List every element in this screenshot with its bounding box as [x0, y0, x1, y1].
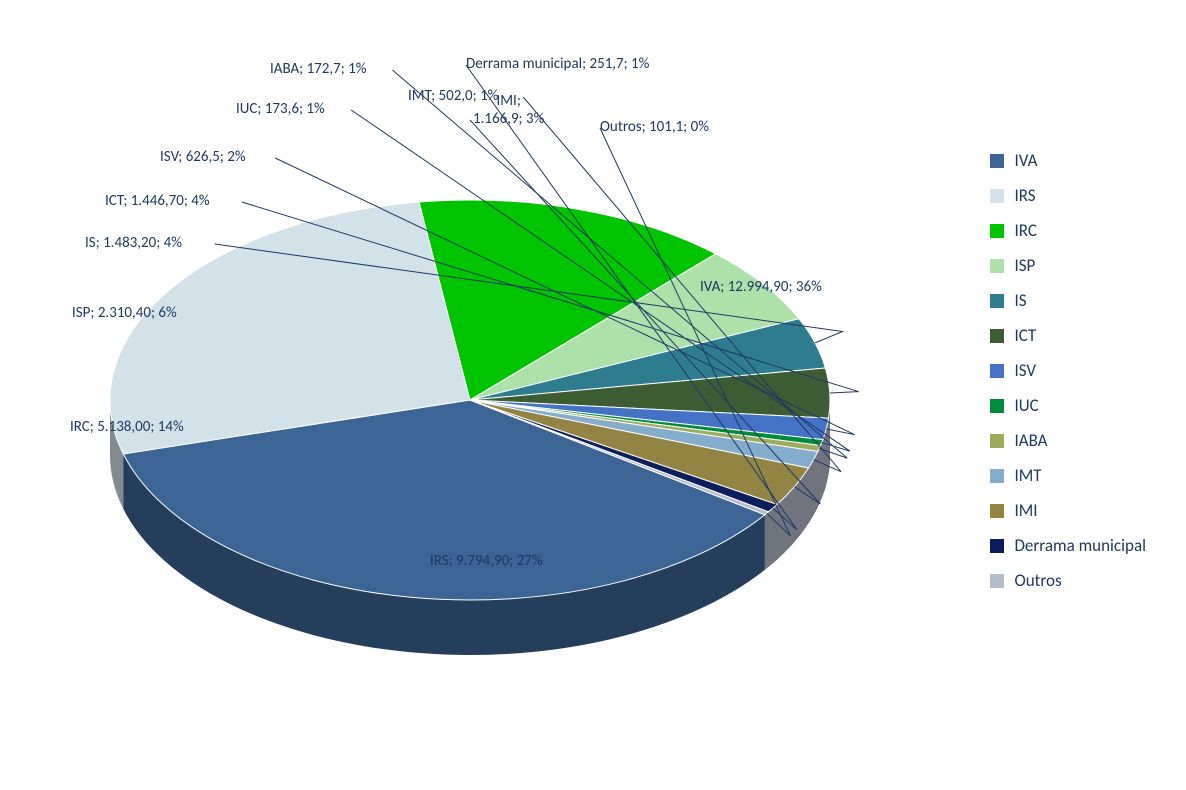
slice-label-name: IUC — [236, 100, 257, 118]
slice-label-pct: 1 — [306, 100, 314, 118]
slice-label-name: IVA — [700, 278, 720, 296]
slice-label-value: 5.138,00 — [97, 418, 150, 436]
slice-label-iva: IVA; 12.994,90; 36% — [700, 278, 822, 296]
legend-swatch — [990, 189, 1004, 203]
slice-label-name: ISV — [160, 148, 178, 166]
legend-swatch — [990, 434, 1004, 448]
slice-label-name: IS — [85, 234, 96, 252]
slice-label-value: 9.794,90 — [456, 552, 509, 570]
legend-label: IUC — [1014, 395, 1038, 416]
slice-label-line1: IMI — [496, 92, 516, 110]
legend-label: Derrama municipal — [1014, 535, 1146, 556]
slice-label-name: Derrama municipal — [466, 55, 582, 73]
slice-label-pct: 6 — [158, 304, 166, 322]
slice-label-value: 101,1 — [649, 118, 683, 136]
slice-label-value: 2.310,40 — [98, 304, 151, 322]
legend-item-iaba: IABA — [990, 430, 1146, 451]
legend: IVA IRS IRC ISP IS ICT ISV IUC IABA IMT IMI Derrama… — [990, 150, 1146, 605]
slice-label-name: Outros — [600, 118, 642, 136]
slice-label-pct: 4 — [191, 192, 199, 210]
legend-item-is: IS — [990, 290, 1146, 311]
legend-swatch — [990, 294, 1004, 308]
slice-label-value: 1.446,70 — [131, 192, 184, 210]
legend-swatch — [990, 504, 1004, 518]
legend-item-imt: IMT — [990, 465, 1146, 486]
legend-label: ISP — [1014, 255, 1035, 276]
legend-swatch — [990, 154, 1004, 168]
slice-label-value: 173,6 — [265, 100, 299, 118]
legend-swatch — [990, 364, 1004, 378]
slice-label-pct: 2 — [227, 148, 235, 166]
legend-swatch — [990, 539, 1004, 553]
slice-label-pct: 1 — [348, 60, 356, 78]
legend-label: ISV — [1014, 360, 1036, 381]
slice-label-value: 12.994,90 — [728, 278, 789, 296]
legend-swatch — [990, 574, 1004, 588]
slice-label-isp: ISP; 2.310,40; 6% — [72, 304, 177, 322]
slice-label-value: 172,7 — [307, 60, 341, 78]
slice-label-name: IABA — [270, 60, 299, 78]
slice-label-irc: IRC; 5.138,00; 14% — [70, 418, 184, 436]
legend-item-ict: ICT — [990, 325, 1146, 346]
legend-item-isp: ISP — [990, 255, 1146, 276]
legend-swatch — [990, 399, 1004, 413]
legend-label: ICT — [1014, 325, 1036, 346]
slice-label-pct: 1 — [631, 55, 639, 73]
slice-label-value: 626,5 — [186, 148, 220, 166]
slice-label-line2: 1.166,9 — [473, 110, 519, 128]
slice-label-outros: Outros; 101,1; 0% — [600, 118, 709, 136]
legend-item-isv: ISV — [990, 360, 1146, 381]
legend-swatch — [990, 224, 1004, 238]
slice-label-imi: IMI;1.166,9; 3% — [473, 92, 544, 128]
slice-label-pct: 36 — [796, 278, 811, 296]
slice-label-name: IMT — [408, 87, 431, 105]
legend-swatch — [990, 469, 1004, 483]
slice-label-name: IRC — [70, 418, 90, 436]
slice-label-pct: 4 — [164, 234, 172, 252]
legend-item-irs: IRS — [990, 185, 1146, 206]
legend-label: Outros — [1014, 570, 1061, 591]
slice-label-name: ICT — [105, 192, 123, 210]
legend-item-derrama-municipal: Derrama municipal — [990, 535, 1146, 556]
slice-label-name: IRS — [430, 552, 449, 570]
slice-label-iuc: IUC; 173,6; 1% — [236, 100, 325, 118]
slice-label-pct: 14 — [158, 418, 173, 436]
legend-item-imi: IMI — [990, 500, 1146, 521]
legend-item-iva: IVA — [990, 150, 1146, 171]
slice-label-value: 1.483,20 — [103, 234, 156, 252]
slice-label-pct: 0 — [691, 118, 699, 136]
slice-label-iaba: IABA; 172,7; 1% — [270, 60, 366, 78]
slice-label-pct: 27 — [517, 552, 532, 570]
slice-label-value: 502,0 — [439, 87, 473, 105]
legend-label: IMI — [1014, 500, 1037, 521]
legend-label: IMT — [1014, 465, 1041, 486]
slice-label-isv: ISV; 626,5; 2% — [160, 148, 246, 166]
legend-label: IS — [1014, 290, 1026, 311]
slice-label-ict: ICT; 1.446,70; 4% — [105, 192, 210, 210]
legend-item-irc: IRC — [990, 220, 1146, 241]
slice-label-is: IS; 1.483,20; 4% — [85, 234, 182, 252]
legend-swatch — [990, 259, 1004, 273]
slice-label-derrama-municipal: Derrama municipal; 251,7; 1% — [466, 55, 649, 73]
legend-label: IVA — [1014, 150, 1037, 171]
slice-label-name: ISP — [72, 304, 90, 322]
legend-swatch — [990, 329, 1004, 343]
legend-label: IRS — [1014, 185, 1035, 206]
slice-label-value: 251,7 — [589, 55, 623, 73]
legend-label: IABA — [1014, 430, 1047, 451]
legend-item-iuc: IUC — [990, 395, 1146, 416]
slice-label-line3: 3 — [526, 110, 534, 128]
slice-label-irs: IRS; 9.794,90; 27% — [430, 552, 543, 570]
legend-label: IRC — [1014, 220, 1036, 241]
legend-item-outros: Outros — [990, 570, 1146, 591]
